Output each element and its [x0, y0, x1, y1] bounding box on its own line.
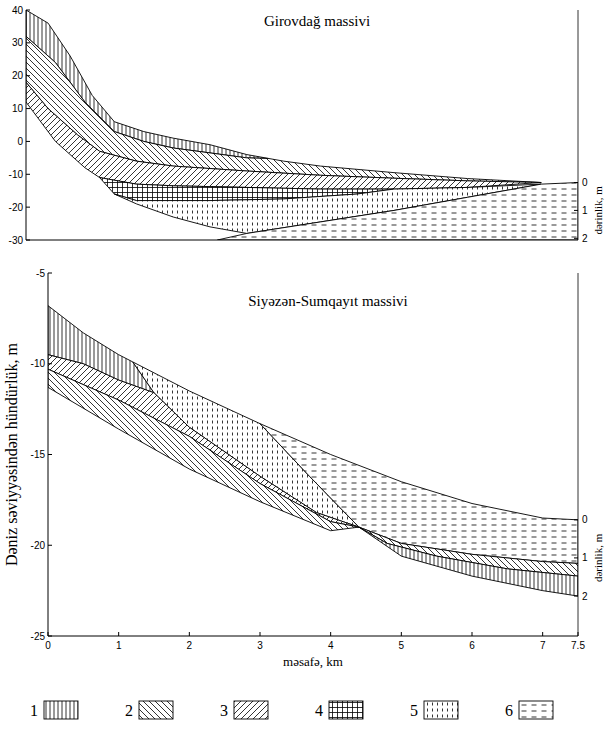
y2-tick: [574, 238, 578, 239]
x-tick-label: 5: [399, 640, 405, 651]
y2-tick-label: 0: [582, 177, 588, 188]
y-tick: [26, 75, 30, 76]
y-axis: [26, 10, 27, 240]
y-tick: [48, 454, 52, 455]
x-tick: [472, 632, 473, 636]
x-axis-title: məsafə, km: [283, 654, 343, 669]
legend-label: 6: [505, 702, 513, 719]
x-tick: [189, 632, 190, 636]
legend: 1 2 3 4 5 6: [30, 701, 553, 719]
y-tick-label: -25: [31, 631, 46, 642]
y-tick-label: 20: [12, 70, 24, 81]
legend-swatch: [44, 701, 78, 719]
y-tick-label: -20: [9, 202, 24, 213]
x-tick-label: 1: [116, 640, 122, 651]
panel-title: Siyəzən-Sumqayıt massivi: [248, 293, 408, 309]
y-tick-label: 40: [12, 5, 24, 16]
legend-label: 5: [410, 702, 418, 719]
x-tick: [401, 632, 402, 636]
x-tick-label: 2: [187, 640, 193, 651]
y-tick: [26, 174, 30, 175]
x-tick: [48, 632, 49, 636]
panel-title: Girovdağ massivi: [264, 13, 370, 29]
y-tick-label: -5: [36, 268, 45, 279]
x-tick-label: 4: [328, 640, 334, 651]
y2-tick: [574, 182, 578, 183]
y-tick-label: -10: [9, 169, 24, 180]
background: [0, 0, 613, 753]
y2-tick-label: 0: [582, 514, 588, 525]
y2-tick: [574, 596, 578, 597]
layer: [260, 424, 578, 564]
y2-tick: [574, 519, 578, 520]
y-tick: [48, 545, 52, 546]
y2-axis: [578, 10, 579, 240]
figure: -30-20-10010203040012dərinlik, mGirovdağ…: [0, 0, 613, 753]
layers: [48, 306, 578, 596]
y2-tick-label: 1: [582, 552, 588, 563]
legend-swatch: [329, 701, 363, 719]
y2-tick-label: 2: [582, 591, 588, 602]
x-tick-label: 6: [469, 640, 475, 651]
y-tick: [26, 10, 30, 11]
y2-tick-label: 2: [582, 233, 588, 244]
legend-swatch: [424, 701, 458, 719]
x-tick: [578, 632, 579, 636]
y-tick: [26, 141, 30, 142]
y-tick-label: 10: [12, 103, 24, 114]
legend-label: 4: [315, 702, 323, 719]
x-tick: [118, 632, 119, 636]
legend-swatch: [234, 701, 268, 719]
y-tick: [26, 207, 30, 208]
y2-tick: [574, 557, 578, 558]
legend-swatch: [519, 701, 553, 719]
y-tick: [26, 240, 30, 241]
y-tick: [26, 42, 30, 43]
layer: [217, 183, 578, 241]
y-tick: [48, 273, 52, 274]
x-axis: [26, 240, 578, 241]
panel: -25 -20 -15 -10 -5 0 1 2 3 4 5 6 7 7.5 0 1 2 dərinlik, m S…: [31, 268, 604, 670]
legend-label: 3: [220, 702, 228, 719]
layer: [359, 527, 578, 596]
y-tick-label: -15: [31, 449, 46, 460]
y-tick: [48, 636, 52, 637]
x-tick: [542, 632, 543, 636]
x-tick: [260, 632, 261, 636]
y2-tick: [574, 210, 578, 211]
x-axis: [48, 636, 578, 637]
legend-label: 1: [30, 702, 38, 719]
layer: [48, 355, 359, 527]
layer: [26, 82, 541, 189]
y-tick: [48, 363, 52, 364]
y-tick-label: -30: [9, 235, 24, 246]
y-tick: [26, 108, 30, 109]
y2-axis: [578, 273, 579, 636]
panel: -30 -20 -10 0 10 20 30 40 0 1 2 dərinlik, m Girovdağ…: [9, 5, 604, 246]
y-tick-label: 0: [17, 136, 23, 147]
y-axis-title: Dəniz səviyyəsindən hündürlük, m: [3, 342, 21, 566]
y-tick-label: 30: [12, 37, 24, 48]
y-tick-label: -10: [31, 358, 46, 369]
y-tick-label: -20: [31, 540, 46, 551]
legend-swatch: [139, 701, 173, 719]
x-tick-label: 7.5: [571, 640, 585, 651]
x-tick-label: 3: [257, 640, 263, 651]
y2-axis-title: dərinlik, m: [592, 186, 604, 235]
x-tick: [330, 632, 331, 636]
layers: [26, 10, 578, 240]
y2-tick-label: 1: [582, 205, 588, 216]
x-tick-label: 0: [45, 640, 51, 651]
x-tick-label: 7: [540, 640, 546, 651]
y2-axis-title: dərinlik, m: [592, 533, 604, 582]
legend-label: 2: [125, 702, 133, 719]
